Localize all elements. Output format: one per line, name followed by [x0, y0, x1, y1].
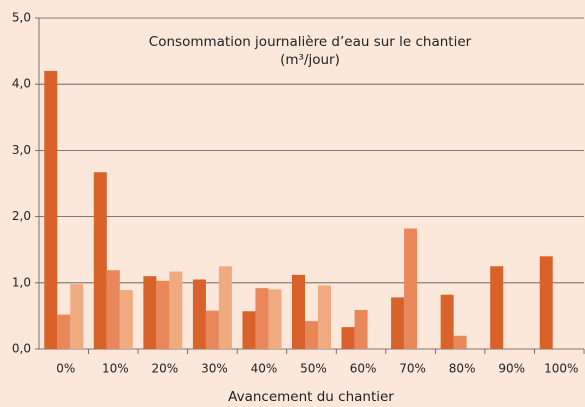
bar: [93, 172, 107, 349]
bar: [205, 310, 219, 349]
bar: [192, 279, 206, 349]
bar: [242, 311, 256, 349]
x-tick-label: 100%: [544, 362, 578, 376]
y-tick-label: 0,0: [12, 342, 31, 356]
chart-title: Consommation journalière d’eau sur le ch…: [149, 34, 472, 50]
bar: [70, 284, 84, 349]
bar: [156, 280, 170, 349]
bar: [268, 289, 282, 349]
bar: [57, 314, 71, 349]
x-axis-label: Avancement du chantier: [228, 389, 394, 405]
bar: [44, 70, 58, 350]
bar: [169, 271, 183, 349]
x-tick-label: 0%: [56, 362, 75, 376]
x-tick-label: 80%: [449, 362, 476, 376]
x-tick-label: 30%: [201, 362, 228, 376]
bar: [218, 266, 232, 349]
x-tick-label: 20%: [152, 362, 179, 376]
bar: [255, 288, 269, 349]
x-tick-label: 10%: [102, 362, 129, 376]
bar: [440, 294, 454, 349]
bar: [318, 285, 331, 349]
y-tick-label: 3,0: [12, 143, 31, 157]
y-tick-label: 5,0: [12, 11, 31, 25]
x-tick-label: 70%: [399, 362, 426, 376]
bar: [106, 270, 120, 349]
bar: [305, 321, 318, 349]
x-tick-label: 60%: [350, 362, 377, 376]
y-tick-label: 1,0: [12, 275, 31, 289]
bar: [341, 327, 355, 349]
bar: [354, 309, 368, 349]
bar: [539, 256, 553, 349]
chart-subtitle: (m³/jour): [280, 52, 340, 68]
bar: [119, 290, 133, 349]
x-tick-label: 90%: [498, 362, 525, 376]
x-tick-label: 50%: [300, 362, 327, 376]
bar: [404, 228, 418, 349]
y-tick-label: 4,0: [12, 77, 31, 91]
bar: [391, 297, 405, 349]
y-tick-label: 2,0: [12, 209, 31, 223]
x-tick-label: 40%: [251, 362, 278, 376]
bar: [453, 335, 467, 349]
bar: [292, 274, 305, 349]
bar: [490, 266, 504, 349]
bar: [143, 276, 157, 349]
